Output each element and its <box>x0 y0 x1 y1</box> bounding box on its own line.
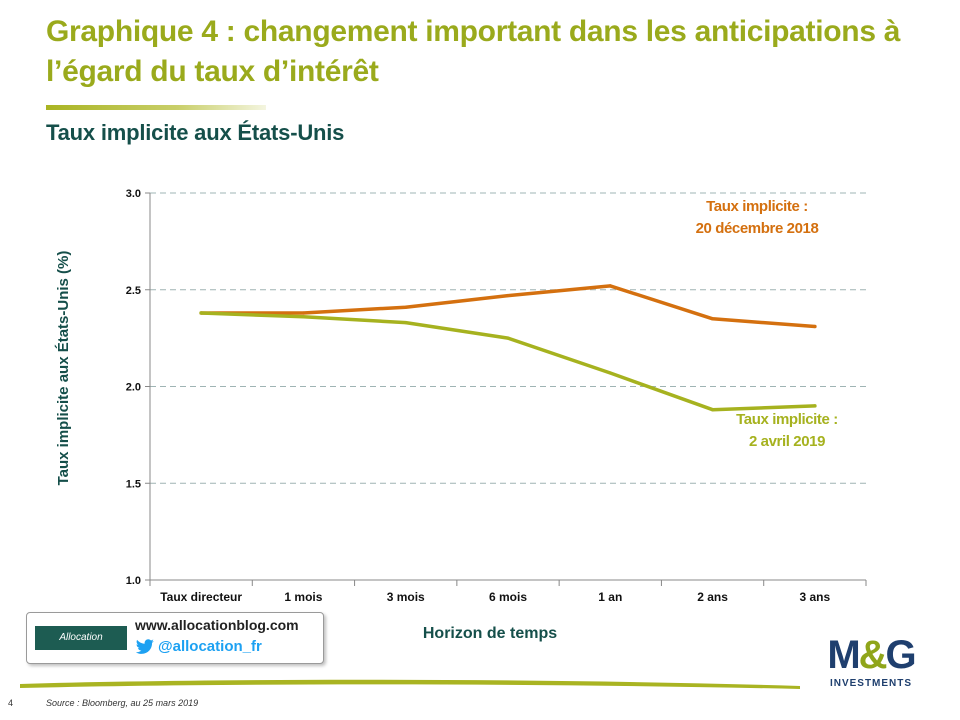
twitter-handle: @allocation_fr <box>158 638 262 655</box>
x-tick-label: 3 ans <box>800 590 831 604</box>
series-label-1: Taux implicite : 2 avril 2019 <box>736 411 838 450</box>
y-tick-label: 2.0 <box>126 382 141 394</box>
series-line-0 <box>199 284 817 329</box>
series-line-1 <box>199 311 817 412</box>
brand-name-amp: & <box>858 633 888 677</box>
data-point <box>608 371 612 375</box>
data-point <box>404 321 408 325</box>
footer-swoosh <box>20 679 800 689</box>
brand-name: M&G <box>812 632 930 678</box>
data-point <box>710 317 715 321</box>
chart-series <box>199 284 817 412</box>
data-point <box>813 324 817 329</box>
series-label-line: Taux implicite : <box>706 198 808 215</box>
data-point <box>404 305 408 309</box>
slide-title: Graphique 4 : changement important dans … <box>46 15 901 88</box>
chart-subtitle: Taux implicite aux États-Unis <box>46 120 345 145</box>
x-tick-label: 6 mois <box>489 590 527 604</box>
series-label-line: Taux implicite : <box>736 411 838 428</box>
x-tick-label: 1 an <box>598 590 622 604</box>
y-tick-label: 1.0 <box>126 575 141 587</box>
y-tick-label: 3.0 <box>126 188 141 200</box>
y-axis-title: Taux implicite aux États-Unis (%) <box>55 251 72 486</box>
mg-investments-logo: M&G INVESTMENTS <box>812 632 930 696</box>
data-point <box>301 311 306 315</box>
series-label-0: Taux implicite : 20 décembre 2018 <box>696 198 819 237</box>
data-point <box>506 336 510 340</box>
x-axis-title: Horizon de temps <box>423 625 557 642</box>
blog-url-link[interactable]: www.allocationblog.com <box>135 617 299 633</box>
brand-tagline: INVESTMENTS <box>829 678 913 689</box>
brand-name-right: G <box>885 633 917 677</box>
data-point <box>710 408 715 412</box>
x-tick-label: 2 ans <box>697 590 728 604</box>
blog-promo-box: Allocation www.allocationblog.com @alloc… <box>26 612 324 664</box>
data-point <box>301 315 306 319</box>
twitter-bird-icon <box>135 638 154 654</box>
y-tick-label: 1.5 <box>126 478 141 490</box>
y-tick-label: 2.5 <box>126 285 141 297</box>
x-tick-label: 3 mois <box>387 590 425 604</box>
data-point <box>506 293 510 298</box>
series-label-line: 2 avril 2019 <box>749 433 825 450</box>
data-point <box>199 311 203 315</box>
brand-name-left: M <box>827 633 860 677</box>
page-number: 4 <box>8 698 14 708</box>
chart-labels: Horizon de temps Taux implicite aux États… <box>55 198 838 642</box>
twitter-link[interactable]: @allocation_fr <box>135 638 262 655</box>
x-tick-label: Taux directeur <box>160 590 242 604</box>
allocation-logo: Allocation <box>35 626 127 650</box>
source-note: Source : Bloomberg, au 25 mars 2019 <box>46 698 199 708</box>
data-point <box>608 284 612 288</box>
title-underline <box>46 105 266 110</box>
x-tick-label: 1 mois <box>284 590 322 604</box>
series-label-line: 20 décembre 2018 <box>696 220 819 237</box>
chart-axes: 3.0 2.5 2.0 1.5 1.0 Taux directeur 1 mois 3 moi… <box>126 188 867 604</box>
data-point <box>813 404 817 408</box>
